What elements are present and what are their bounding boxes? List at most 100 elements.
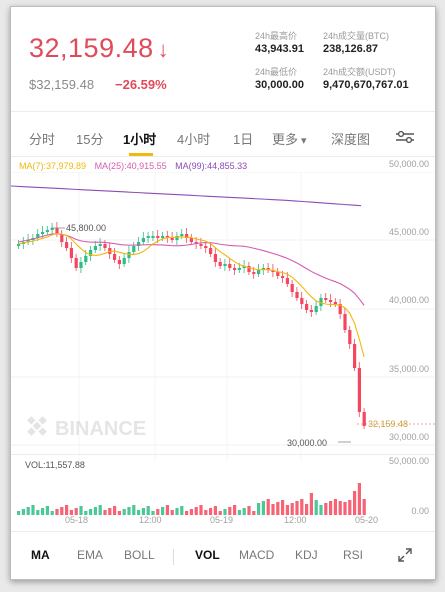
volume-bar <box>122 509 126 515</box>
volume-bar <box>60 507 64 515</box>
volume-bar <box>290 503 294 515</box>
candle <box>295 292 299 298</box>
down-arrow-icon: ↓ <box>157 37 170 62</box>
candle <box>324 298 328 300</box>
vol-usdt-value: 9,470,670,767.01 <box>323 79 409 91</box>
candle <box>26 240 30 242</box>
volume-bar <box>300 499 304 515</box>
candle <box>257 270 261 274</box>
indicator-tabs: MA EMA BOLL VOL MACD KDJ RSI <box>11 535 435 579</box>
tab-depth-chart[interactable]: 深度图 <box>331 132 371 147</box>
indicator-ema[interactable]: EMA <box>77 548 104 562</box>
candle <box>146 236 150 238</box>
volume-bar <box>156 509 160 515</box>
fiat-price: $32,159.48 <box>29 77 95 92</box>
volume-bar <box>204 510 208 515</box>
volume-axis-label: 50,000.00 <box>388 456 429 466</box>
indicator-boll[interactable]: BOLL <box>124 548 155 562</box>
candle <box>122 258 126 264</box>
volume-bar <box>175 508 179 515</box>
candle <box>151 236 155 238</box>
candle <box>357 368 361 412</box>
indicator-vol[interactable]: VOL <box>195 548 220 562</box>
price-axis-label: 40,000.00 <box>388 295 429 305</box>
candle <box>89 250 93 256</box>
candle <box>276 272 280 276</box>
candle <box>209 248 213 254</box>
candlestick-chart[interactable]: BINANCE 45,800.00 30,000.00 32,159.48 <box>11 172 435 462</box>
candle <box>84 256 88 262</box>
candle <box>252 272 256 274</box>
volume-bar <box>223 509 227 515</box>
volume-bar <box>151 511 155 515</box>
candle <box>223 264 227 266</box>
ma7-label: MA(7):37,979.89 <box>19 161 87 171</box>
volume-bar <box>98 505 102 515</box>
candle <box>237 268 241 270</box>
candle <box>242 266 246 268</box>
tab-more-label: 更多 <box>272 132 299 147</box>
current-price-label: 32,159.48 <box>368 419 408 429</box>
interval-tabs: 分时 15分 1小时 4小时 1日 更多 ▾ 深度图 <box>11 115 435 159</box>
tab-time-share[interactable]: 分时 <box>29 132 56 147</box>
volume-bar <box>314 500 318 515</box>
candle <box>247 266 251 272</box>
volume-bar <box>161 507 165 515</box>
candle <box>333 302 337 304</box>
volume-bar <box>338 501 342 515</box>
volume-chart[interactable] <box>11 467 435 519</box>
volume-bar <box>65 505 69 515</box>
tab-more[interactable]: 更多 ▾ <box>272 129 307 148</box>
volume-bar <box>271 504 275 515</box>
active-tab-indicator <box>129 153 153 156</box>
volume-bar <box>189 509 193 515</box>
indicator-kdj[interactable]: KDJ <box>295 548 318 562</box>
volume-bar <box>261 501 265 515</box>
volume-bar <box>108 508 112 515</box>
fullscreen-expand-icon[interactable] <box>397 547 413 568</box>
candle <box>60 234 64 242</box>
volume-bar <box>252 511 256 515</box>
candle <box>348 330 352 344</box>
candle <box>117 260 121 264</box>
tab-1d[interactable]: 1日 <box>233 132 254 147</box>
time-axis-label: 05-20 <box>355 515 379 525</box>
volume-bar <box>146 506 150 515</box>
volume-bar <box>209 508 213 515</box>
tab-1h[interactable]: 1小时 <box>123 132 157 147</box>
high-annotation: 45,800.00 <box>66 223 106 233</box>
settings-sliders-icon[interactable] <box>395 129 415 148</box>
indicator-macd[interactable]: MACD <box>239 548 275 562</box>
candle <box>353 344 357 368</box>
tab-4h[interactable]: 4小时 <box>177 132 211 147</box>
high-24h-value: 43,943.91 <box>255 43 304 55</box>
candle <box>137 242 141 246</box>
volume-bar <box>165 505 169 515</box>
tab-15m[interactable]: 15分 <box>76 132 104 147</box>
candle <box>65 242 69 248</box>
indicator-rsi[interactable]: RSI <box>343 548 364 562</box>
volume-bar <box>41 508 45 515</box>
volume-bar <box>362 499 366 515</box>
volume-bar <box>324 503 328 515</box>
low-24h-value: 30,000.00 <box>255 79 304 91</box>
candle <box>74 258 78 268</box>
volume-bar <box>257 503 261 515</box>
volume-bar <box>79 506 83 515</box>
volume-bar <box>113 506 117 515</box>
divider <box>11 531 435 532</box>
volume-bar <box>141 508 145 515</box>
price-axis-label: 50,000.00 <box>388 159 429 169</box>
candle <box>103 244 107 248</box>
ma25-label: MA(25):40,915.55 <box>94 161 167 171</box>
low-24h-label: 24h最低价 <box>255 67 298 77</box>
volume-bar <box>31 505 35 515</box>
ma-legend: MA(7):37,979.89 MA(25):40,915.55 MA(99):… <box>19 161 253 171</box>
volume-bar <box>180 506 184 515</box>
time-axis-label: 12:00 <box>139 515 162 525</box>
volume-bar <box>117 511 121 515</box>
volume-bar <box>74 508 78 515</box>
candle <box>271 270 275 272</box>
indicator-ma[interactable]: MA <box>31 548 50 562</box>
candle <box>98 244 102 246</box>
